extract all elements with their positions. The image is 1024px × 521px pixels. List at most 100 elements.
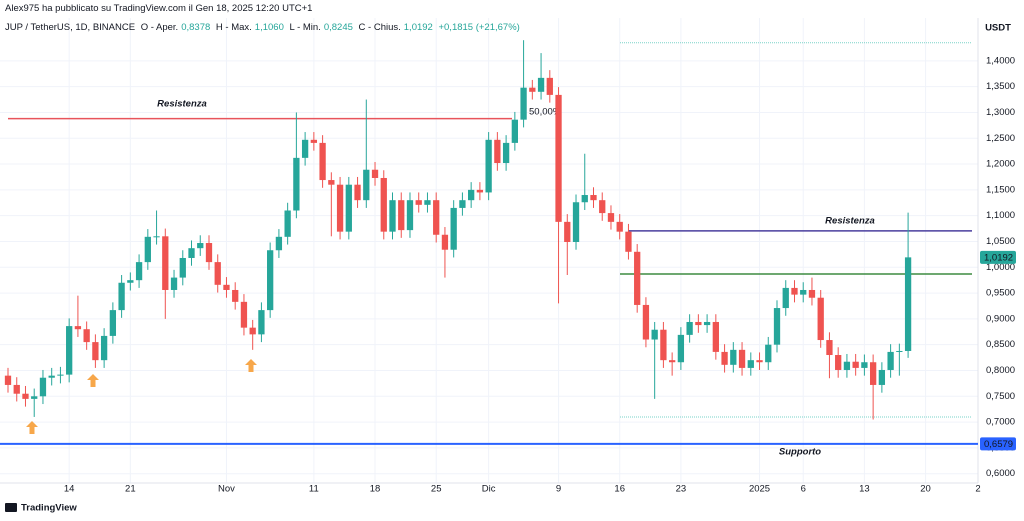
candle-body [144, 236, 151, 263]
candle-body [660, 329, 667, 361]
candle-body [267, 250, 274, 311]
candle-body [756, 360, 763, 363]
candle-body [861, 362, 868, 368]
candle-body [74, 326, 82, 330]
candle-body [109, 310, 117, 336]
candle-body [747, 360, 754, 368]
candle-body [345, 184, 352, 232]
candle-body [703, 321, 711, 326]
candle-body [398, 200, 405, 231]
x-tick-label: 18 [370, 484, 381, 495]
candle-body [162, 236, 169, 290]
y-tick-label: 1,1500 [986, 184, 1015, 195]
candle-body [284, 210, 291, 237]
candle-body [354, 184, 361, 201]
logo-mark [5, 503, 17, 512]
x-tick-label: Nov [218, 484, 235, 495]
y-tick-label: 0,9000 [986, 313, 1015, 324]
candle-body [572, 202, 580, 242]
candle-body [83, 329, 90, 343]
candle-body [677, 334, 685, 363]
candle-body [634, 251, 641, 305]
y-tick-label: 1,3000 [986, 107, 1015, 118]
candle-body [22, 393, 29, 399]
change: +0,1815 (+21,67%) [438, 22, 520, 33]
x-tick-label: 23 [676, 484, 687, 495]
candle-body [564, 221, 571, 242]
level-label: Resistenza [825, 216, 875, 227]
arrow [26, 421, 38, 434]
candle-body [371, 169, 379, 178]
candle-body [118, 282, 125, 311]
candle-body [904, 257, 912, 351]
y-tick-label: 0,7000 [986, 417, 1015, 428]
candle-body [415, 200, 422, 205]
x-tick-label: 16 [614, 484, 625, 495]
candle-body [468, 189, 475, 201]
y-tick-label: 1,3500 [986, 81, 1015, 92]
candle-body [852, 361, 859, 368]
candle-body [48, 375, 55, 378]
candle-body [153, 236, 160, 238]
level-label: Resistenza [157, 99, 207, 110]
candle-body [389, 200, 396, 232]
x-tick-label: 11 [309, 484, 319, 495]
candle-body [170, 277, 178, 290]
ohlc-label: L - Min. [289, 22, 321, 33]
candle-body [668, 360, 676, 363]
candle-body [843, 361, 851, 370]
candle-body [485, 139, 492, 193]
candle-body [791, 287, 798, 295]
symbol-legend: JUP / TetherUS, 1D, BINANCE O - Aper. 0,8… [5, 22, 523, 33]
arrow [245, 359, 257, 372]
candle-body [406, 200, 414, 231]
candle-body [782, 287, 789, 309]
candle-body [546, 77, 553, 95]
x-tick-label: 25 [431, 484, 442, 495]
candle-body [92, 342, 99, 361]
arrows [26, 359, 257, 434]
candle-body [135, 262, 143, 281]
ohlc-label: O - Aper. [140, 22, 179, 33]
candle-body [599, 200, 606, 214]
candle-body [433, 200, 440, 235]
candle-body [450, 207, 457, 250]
plot: 0,60000,65000,70000,75000,80000,85000,90… [0, 40, 1016, 495]
y-tick-label: 1,4000 [986, 55, 1015, 66]
y-tick-label: 0,9500 [986, 288, 1015, 299]
ohlc-value: 1,0192 [403, 22, 433, 33]
candle-body [520, 87, 527, 120]
candle-body [240, 301, 248, 328]
level-label: Supporto [779, 447, 821, 458]
price-label: 0,6579 [984, 439, 1013, 450]
candle-body [555, 94, 562, 222]
candle-body [502, 142, 510, 164]
candle-body [441, 234, 449, 250]
symbol: JUP / TetherUS, 1D, BINANCE [5, 22, 136, 33]
x-tick-label: 20 [920, 484, 931, 495]
y-tick-label: 0,8000 [986, 365, 1015, 376]
candle-body [511, 119, 518, 143]
candle-body [380, 177, 387, 232]
price-label-box [980, 437, 1016, 451]
publisher: Alex975 ha pubblicato su TradingView.com… [5, 3, 313, 14]
candle-body [800, 289, 807, 295]
y-tick-label: 1,1000 [986, 210, 1015, 221]
y-tick-label: 1,2000 [986, 159, 1015, 170]
x-tick-label: 6 [801, 484, 806, 495]
candle-body [275, 236, 283, 251]
x-tick-label: 14 [64, 484, 75, 495]
candle-body [581, 195, 588, 203]
y-tick-label: 1,0000 [986, 262, 1015, 273]
y-tick-label: 1,0500 [986, 236, 1015, 247]
candle-body [328, 180, 335, 185]
candle-body [590, 195, 597, 201]
footer-brand: TradingView [21, 503, 77, 514]
candle-body [127, 280, 134, 283]
ohlc-label: H - Max. [215, 22, 252, 33]
candle-body [494, 139, 501, 164]
candle-body [13, 384, 20, 394]
candle-body [223, 284, 230, 290]
candle-body [607, 213, 615, 222]
